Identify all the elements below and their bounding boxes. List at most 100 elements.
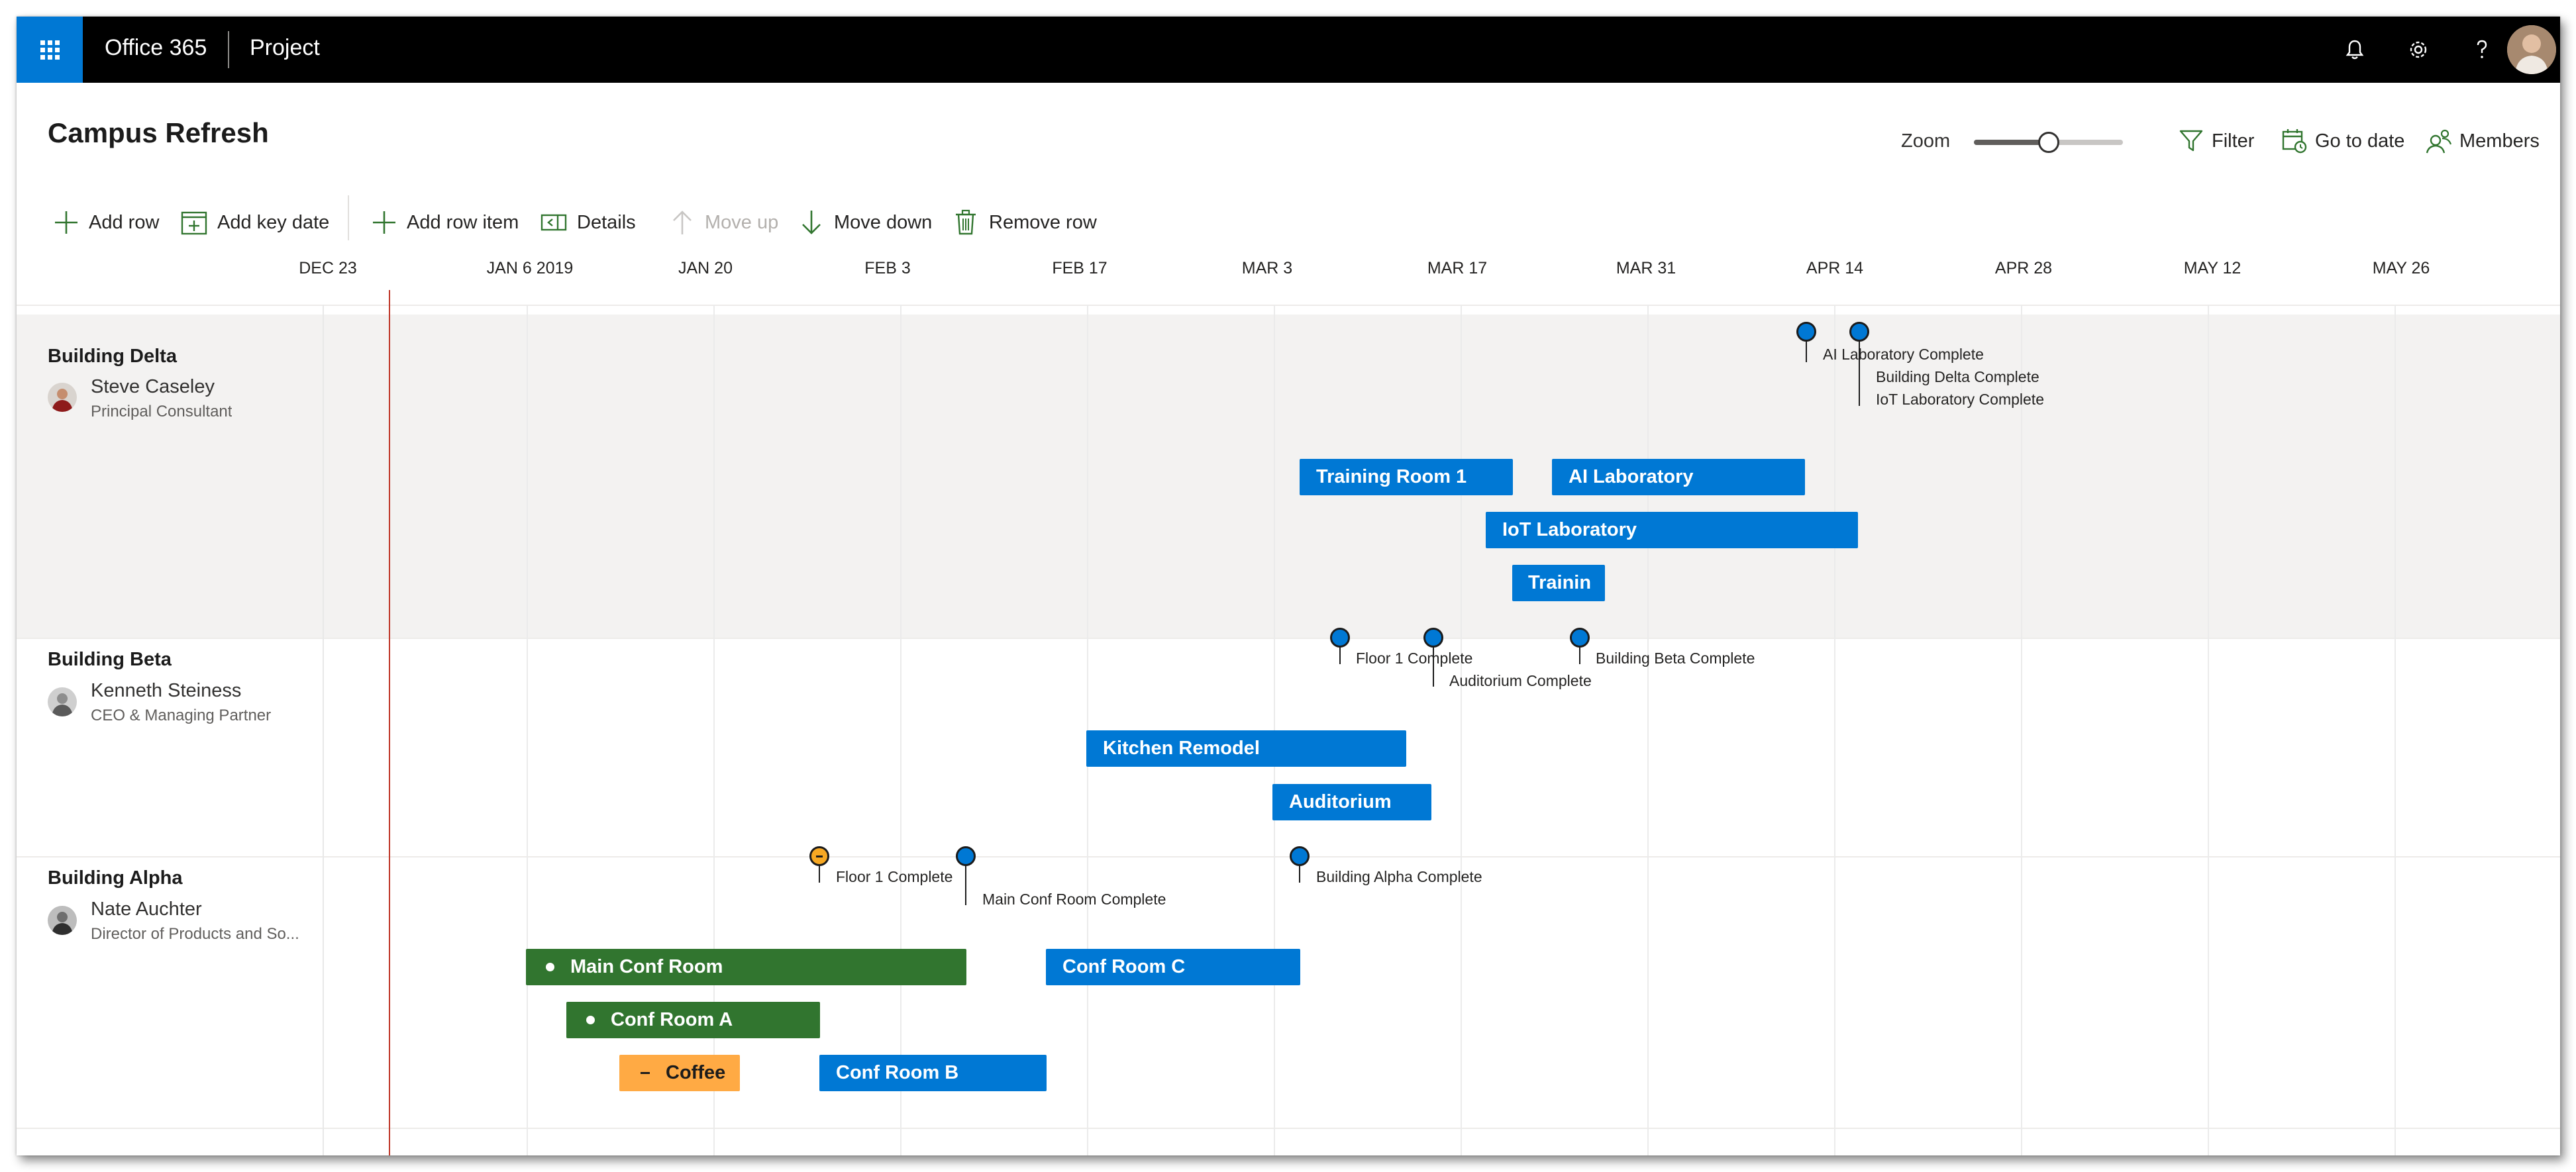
milestone-stem <box>1579 646 1580 664</box>
row-background-building-delta <box>17 315 2560 639</box>
row-title[interactable]: Building Delta <box>48 346 177 367</box>
milestone-label: AI Laboratory Complete <box>1823 346 1984 363</box>
date-label: FEB 17 <box>1052 259 1108 277</box>
row-item-bar[interactable]: Trainin <box>1512 565 1605 601</box>
suite-divider <box>228 31 229 68</box>
date-label: JAN 20 <box>678 259 733 277</box>
row-item-label: Conf Room B <box>836 1062 959 1083</box>
remove-row-button[interactable]: Remove row <box>952 206 1097 239</box>
row-item-bar[interactable]: AI Laboratory <box>1552 459 1805 495</box>
move-up-button[interactable]: Move up <box>669 206 778 239</box>
owner-avatar <box>48 383 77 412</box>
grid-row-line <box>17 305 2560 306</box>
milestone-pin[interactable] <box>1423 628 1443 648</box>
add-row-button[interactable]: Add row <box>53 206 159 239</box>
owner-avatar <box>48 687 77 716</box>
date-label: APR 28 <box>1994 259 2053 277</box>
date-label: DEC 23 <box>299 259 357 277</box>
row-item-label: Main Conf Room <box>570 956 723 977</box>
row-item-label: Kitchen Remodel <box>1103 738 1260 759</box>
milestone-pin[interactable] <box>1290 846 1310 866</box>
command-separator <box>348 195 349 240</box>
zoom-slider-thumb[interactable] <box>2037 132 2059 153</box>
row-title[interactable]: Building Alpha <box>48 867 183 889</box>
user-avatar[interactable] <box>2507 25 2556 74</box>
row-item-bar[interactable]: Kitchen Remodel <box>1086 730 1406 767</box>
date-label: MAR 17 <box>1427 259 1488 277</box>
row-item-label: Training Room 1 <box>1316 466 1467 487</box>
add-row-item-label: Add row item <box>407 211 519 233</box>
milestone-label: Building Delta Complete <box>1876 368 2039 385</box>
members-icon <box>2426 129 2452 154</box>
details-button[interactable]: Details <box>540 206 636 239</box>
row-item-bar[interactable]: Coffee <box>619 1055 740 1091</box>
calendar-add-icon <box>181 211 207 235</box>
milestone-stem <box>1806 340 1807 362</box>
row-item-bar[interactable]: Conf Room A <box>566 1002 820 1038</box>
suite-brand[interactable]: Office 365 <box>105 35 207 60</box>
grid-column-line <box>1647 305 1649 1155</box>
arrow-up-icon <box>673 211 692 234</box>
milestone-pin[interactable] <box>1330 628 1350 648</box>
add-key-date-label: Add key date <box>217 211 330 233</box>
row-item-bar[interactable]: Auditorium <box>1272 784 1431 820</box>
plus-icon <box>373 211 395 234</box>
row-item-bar[interactable]: Conf Room B <box>819 1055 1047 1091</box>
grid-column-line <box>1461 305 1462 1155</box>
grid-column-line <box>900 305 902 1155</box>
milestone-label: Building Beta Complete <box>1596 650 1755 667</box>
add-key-date-button[interactable]: Add key date <box>180 206 329 239</box>
owner-name: Nate Auchter <box>91 899 202 920</box>
status-dot-icon <box>546 963 554 971</box>
app-launcher-icon[interactable] <box>17 17 83 83</box>
details-label: Details <box>577 211 636 233</box>
milestone-stem <box>819 864 820 883</box>
row-item-label: Conf Room C <box>1062 956 1186 977</box>
bell-icon[interactable] <box>2338 33 2371 66</box>
suite-bar: Office 365 Project <box>17 17 2560 83</box>
milestone-pin[interactable] <box>809 846 829 866</box>
milestone-label: Floor 1 Complete <box>1356 650 1473 667</box>
milestone-label: Building Alpha Complete <box>1316 868 1482 885</box>
go-to-date-button[interactable]: Go to date <box>2281 125 2404 157</box>
row-item-bar[interactable]: IoT Laboratory <box>1486 512 1858 548</box>
row-item-label: AI Laboratory <box>1569 466 1694 487</box>
filter-button[interactable]: Filter <box>2177 125 2254 157</box>
grid-row-line <box>17 638 2560 639</box>
members-button[interactable]: Members <box>2425 125 2540 157</box>
app-window: Office 365 Project Campus Refresh Zoom F… <box>17 17 2560 1155</box>
grid-column-line <box>1274 305 1275 1155</box>
help-icon[interactable] <box>2465 33 2499 66</box>
gear-icon[interactable] <box>2402 33 2435 66</box>
milestone-pin[interactable] <box>1570 628 1590 648</box>
date-label: JAN 6 2019 <box>486 259 574 277</box>
suite-app-name[interactable]: Project <box>250 35 320 60</box>
owner-name: Kenneth Steiness <box>91 680 242 701</box>
go-to-date-label: Go to date <box>2315 130 2405 152</box>
milestone-stem <box>1859 340 1860 406</box>
add-row-item-button[interactable]: Add row item <box>371 206 519 239</box>
row-item-label: IoT Laboratory <box>1502 519 1637 540</box>
row-item-bar[interactable]: Conf Room C <box>1046 949 1300 985</box>
details-pane-icon <box>541 214 567 231</box>
grid-row-line <box>17 1128 2560 1129</box>
owner-title: CEO & Managing Partner <box>91 707 272 724</box>
date-label: MAR 3 <box>1241 259 1293 277</box>
grid-column-line <box>1834 305 1835 1155</box>
grid-column-line <box>2395 305 2396 1155</box>
row-item-label: Auditorium <box>1289 791 1392 812</box>
row-item-bar[interactable]: Training Room 1 <box>1300 459 1513 495</box>
milestone-stem <box>1339 646 1341 664</box>
milestone-pin[interactable] <box>956 846 976 866</box>
milestone-pin[interactable] <box>1849 322 1869 342</box>
zoom-slider[interactable] <box>1974 132 2123 153</box>
date-label: MAY 26 <box>2372 259 2430 277</box>
milestone-pin[interactable] <box>1796 322 1816 342</box>
move-down-button[interactable]: Move down <box>798 206 932 239</box>
owner-avatar <box>48 906 77 935</box>
owner-name: Steve Caseley <box>91 376 215 397</box>
row-title[interactable]: Building Beta <box>48 649 172 670</box>
row-item-bar[interactable]: Main Conf Room <box>526 949 966 985</box>
grid-column-line <box>1087 305 1088 1155</box>
date-label: APR 14 <box>1806 259 1864 277</box>
